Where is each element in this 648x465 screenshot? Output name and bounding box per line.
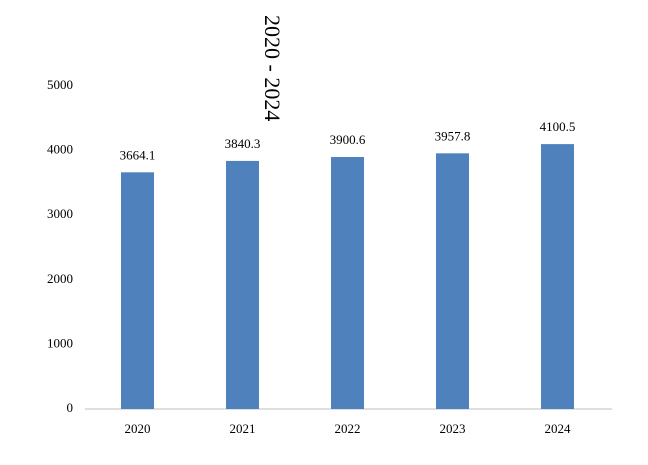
bar xyxy=(331,157,364,409)
value-label: 3900.6 xyxy=(330,132,366,147)
chart-title: 2020 - 2024 xyxy=(260,15,285,121)
y-tick-label: 1000 xyxy=(47,335,73,350)
x-tick-label: 2024 xyxy=(545,421,572,436)
value-label: 4100.5 xyxy=(540,119,576,134)
y-tick-label: 5000 xyxy=(47,77,73,92)
bar xyxy=(541,144,574,409)
bar xyxy=(436,153,469,409)
x-tick-label: 2023 xyxy=(440,421,466,436)
y-tick-label: 2000 xyxy=(47,271,73,286)
bar xyxy=(121,172,154,409)
x-tick-label: 2022 xyxy=(335,421,361,436)
x-tick-label: 2020 xyxy=(125,421,151,436)
y-tick-label: 0 xyxy=(67,400,74,415)
value-label: 3840.3 xyxy=(225,136,261,151)
x-tick-label: 2021 xyxy=(230,421,256,436)
y-tick-label: 4000 xyxy=(47,142,73,157)
bar xyxy=(226,160,259,409)
value-label: 3957.8 xyxy=(435,128,471,143)
value-label: 3664.1 xyxy=(120,147,156,162)
y-tick-label: 3000 xyxy=(47,206,73,221)
